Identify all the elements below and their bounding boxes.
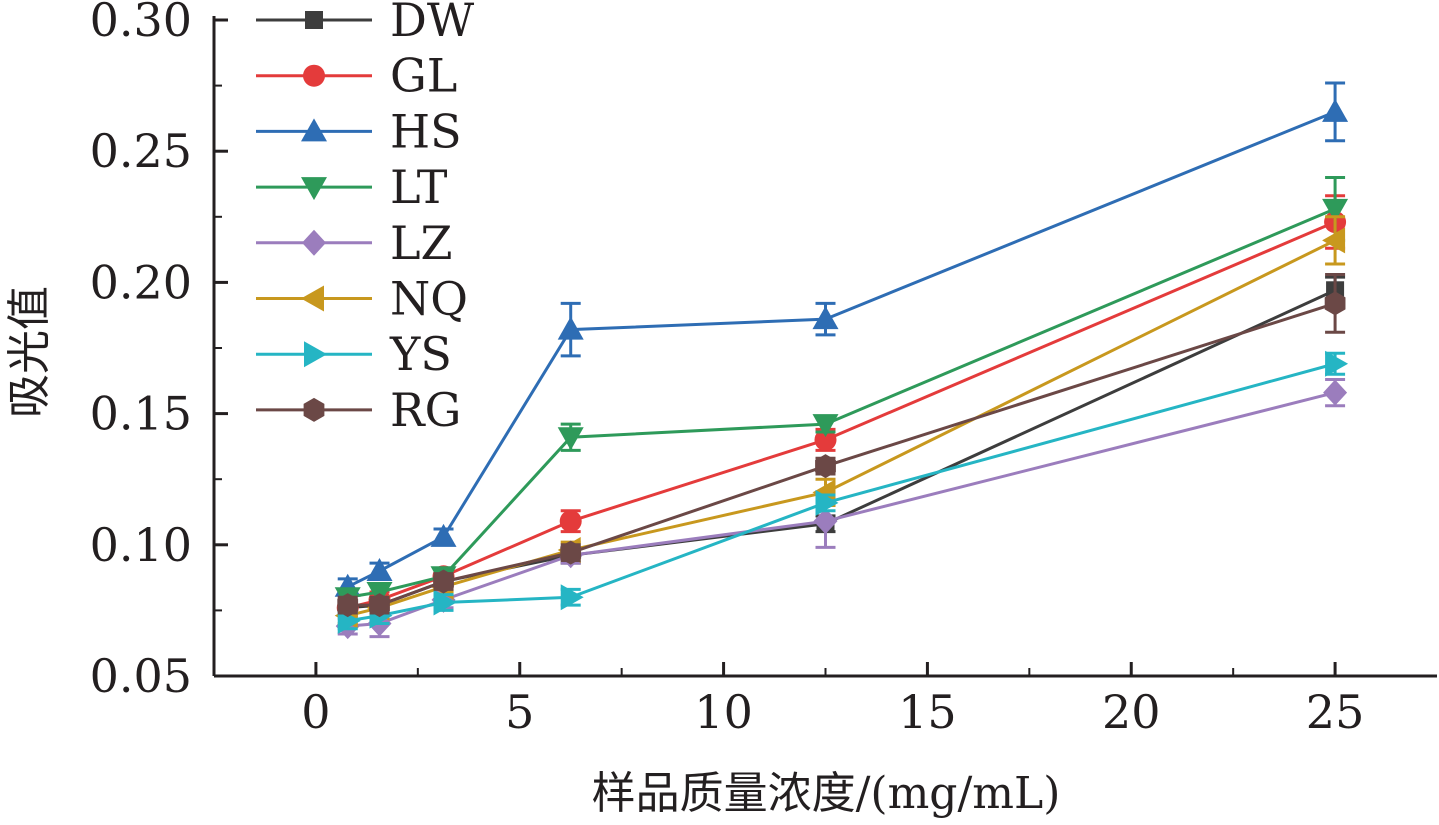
y-tick-label: 0.25 xyxy=(90,124,192,178)
y-tick-label: 0.05 xyxy=(90,649,192,703)
data-point xyxy=(369,593,390,618)
series-gl xyxy=(336,194,1347,619)
series-ys xyxy=(337,350,1349,634)
series-lt xyxy=(334,175,1349,611)
legend-label: DW xyxy=(390,0,475,47)
legend-item-nq: NQ xyxy=(256,272,468,326)
data-point xyxy=(557,316,584,340)
data-point xyxy=(1324,291,1346,316)
legend-item-gl: GL xyxy=(256,49,457,103)
x-tick-label: 5 xyxy=(505,685,534,739)
legend-item-rg: RG xyxy=(256,383,461,437)
x-tick-label: 20 xyxy=(1102,685,1161,739)
series-line xyxy=(347,220,1336,610)
legend-item-ys: YS xyxy=(256,327,452,381)
data-point xyxy=(815,489,839,516)
data-point xyxy=(433,569,454,594)
data-point xyxy=(1322,227,1346,254)
legend-label: LZ xyxy=(390,216,453,270)
y-tick-label: 0.15 xyxy=(90,387,192,441)
data-point xyxy=(812,306,839,330)
legend-label: HS xyxy=(390,104,462,158)
data-point xyxy=(557,427,584,451)
legend-item-hs: HS xyxy=(256,104,462,158)
x-tick-label: 0 xyxy=(301,685,330,739)
data-point xyxy=(1323,379,1348,406)
series-line xyxy=(347,239,1336,618)
data-point xyxy=(430,523,457,547)
data-point xyxy=(1325,350,1349,377)
series-layer xyxy=(334,81,1349,640)
legend-item-dw: DW xyxy=(256,0,475,47)
y-tick-label: 0.20 xyxy=(90,255,192,309)
data-point xyxy=(1322,98,1349,122)
x-tick-label: 15 xyxy=(898,685,957,739)
legend-item-lt: LT xyxy=(256,160,448,214)
data-point xyxy=(815,454,836,479)
series-nq xyxy=(334,215,1346,629)
data-point xyxy=(433,589,457,616)
data-point xyxy=(814,428,837,451)
y-axis-title: 吸光值 xyxy=(4,286,55,418)
data-point xyxy=(337,593,359,618)
legend-item-lz: LZ xyxy=(256,216,453,270)
legend-marker xyxy=(302,229,326,256)
y-tick-label: 0.30 xyxy=(90,0,192,47)
legend-marker xyxy=(301,118,327,142)
legend-label: LT xyxy=(390,160,448,214)
legend-marker xyxy=(301,177,327,201)
data-point xyxy=(560,540,582,565)
x-tick-label: 25 xyxy=(1306,685,1365,739)
series-hs xyxy=(334,81,1349,597)
legend-marker xyxy=(305,11,323,29)
axes: 0 5 10 15 20 25 0.05 0.10 0.15 0.20 0.25 0.30 xyxy=(90,0,1437,739)
series-dw xyxy=(337,275,1346,618)
series-rg xyxy=(337,273,1346,618)
y-tick-label: 0.10 xyxy=(90,518,192,572)
legend-label: RG xyxy=(390,383,461,437)
data-point xyxy=(560,584,584,611)
legend-label: NQ xyxy=(390,272,468,326)
data-point xyxy=(559,510,582,533)
x-axis-title: 样品质量浓度/(mg/mL) xyxy=(592,768,1061,819)
legend-marker xyxy=(303,64,325,87)
data-point xyxy=(1322,198,1349,222)
data-point xyxy=(366,558,393,582)
series-line xyxy=(347,391,1336,628)
data-point xyxy=(812,414,839,438)
legend-label: YS xyxy=(389,327,452,381)
legend-marker xyxy=(304,341,327,368)
legend-marker xyxy=(303,397,325,422)
legend-marker xyxy=(301,285,324,312)
legend-label: GL xyxy=(390,49,457,103)
x-tick-label: 10 xyxy=(694,685,753,739)
data-point xyxy=(813,508,838,535)
